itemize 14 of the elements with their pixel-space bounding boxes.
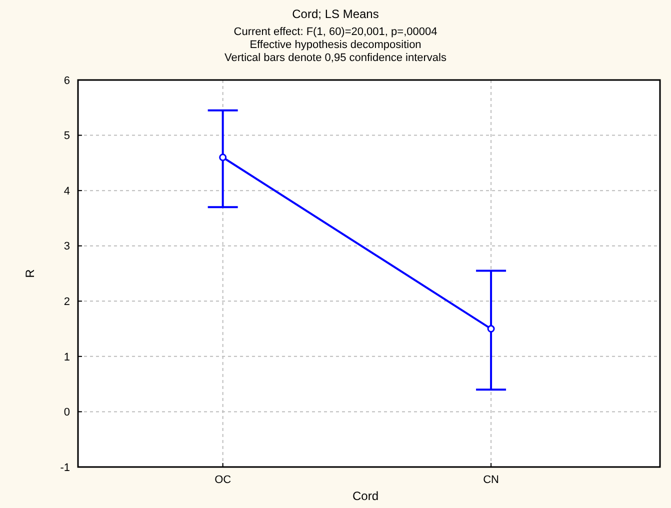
y-tick-label: 1: [64, 351, 70, 364]
x-tick-label: OC: [214, 474, 232, 486]
y-tick-label: -1: [60, 462, 70, 474]
chart-subtitle: Current effect: F(1, 60)=20,001, p=,00004 Effective hypothesis decomposition Vertical bars denote 0,95 confidence intervals: [224, 26, 447, 64]
y-tick-label: 3: [64, 240, 70, 253]
y-tick-label: 2: [64, 296, 70, 308]
y-axis-title: R: [23, 268, 37, 278]
y-tick-label: 5: [64, 130, 70, 142]
chart-title: Cord; LS Means: [292, 7, 379, 21]
y-tick-label: 0: [64, 406, 70, 419]
y-tick-label: 6: [64, 74, 70, 87]
x-tick-label: CN: [483, 474, 500, 486]
y-tick-label: 4: [64, 185, 70, 198]
x-axis-title: Cord: [352, 489, 379, 503]
